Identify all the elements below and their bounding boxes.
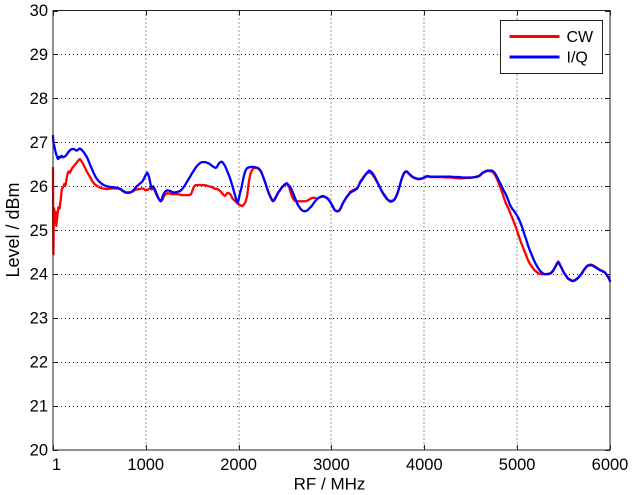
y-tick-label: 23	[30, 310, 48, 328]
x-tick-label: 3000	[313, 456, 350, 474]
y-tick-label: 29	[30, 46, 48, 64]
x-tick-label: 5000	[499, 456, 536, 474]
y-tick-label: 21	[30, 398, 48, 416]
x-tick-label: 1000	[127, 456, 164, 474]
y-tick-label: 25	[30, 222, 48, 240]
y-tick-label: 26	[30, 178, 48, 196]
x-tick-label: 1	[52, 456, 61, 474]
x-tick-label: 2000	[220, 456, 257, 474]
series-line-iq	[51, 134, 612, 283]
y-tick-label: 20	[30, 442, 48, 460]
y-tick-label: 22	[30, 354, 48, 372]
x-axis-label: RF / MHz	[294, 475, 366, 494]
legend-box	[500, 20, 603, 74]
x-tick-label: 4000	[406, 456, 443, 474]
x-tick-label: 6000	[592, 456, 629, 474]
legend-label: CW	[567, 29, 595, 46]
y-tick-label: 24	[30, 266, 48, 284]
y-tick-label: 28	[30, 90, 48, 108]
y-axis-label: Level / dBm	[3, 182, 23, 277]
axes-box	[52, 10, 611, 451]
y-tick-label: 27	[30, 134, 48, 152]
legend-label: I/Q	[567, 50, 588, 67]
y-tick-label: 30	[30, 2, 48, 20]
plot-area	[53, 10, 610, 450]
